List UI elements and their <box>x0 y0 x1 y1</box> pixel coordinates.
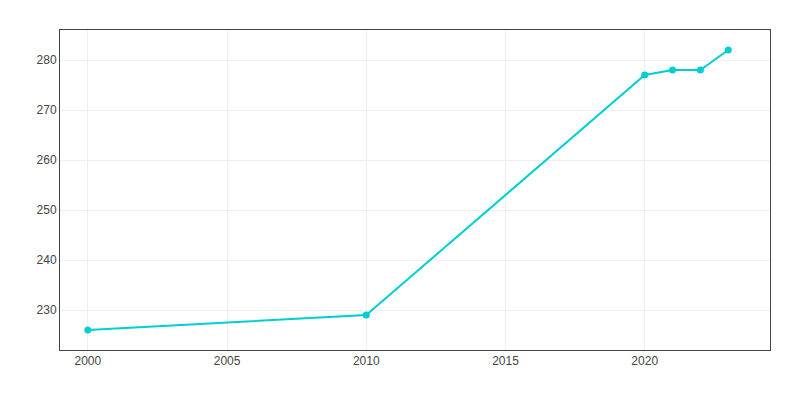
svg-text:270: 270 <box>37 103 57 117</box>
svg-text:230: 230 <box>37 303 57 317</box>
svg-text:2010: 2010 <box>353 354 380 368</box>
svg-text:2005: 2005 <box>214 354 241 368</box>
svg-text:250: 250 <box>37 203 57 217</box>
svg-text:260: 260 <box>37 153 57 167</box>
svg-text:2015: 2015 <box>492 354 519 368</box>
svg-text:280: 280 <box>37 53 57 67</box>
svg-text:2020: 2020 <box>631 354 658 368</box>
svg-text:2000: 2000 <box>74 354 101 368</box>
svg-text:240: 240 <box>37 253 57 267</box>
